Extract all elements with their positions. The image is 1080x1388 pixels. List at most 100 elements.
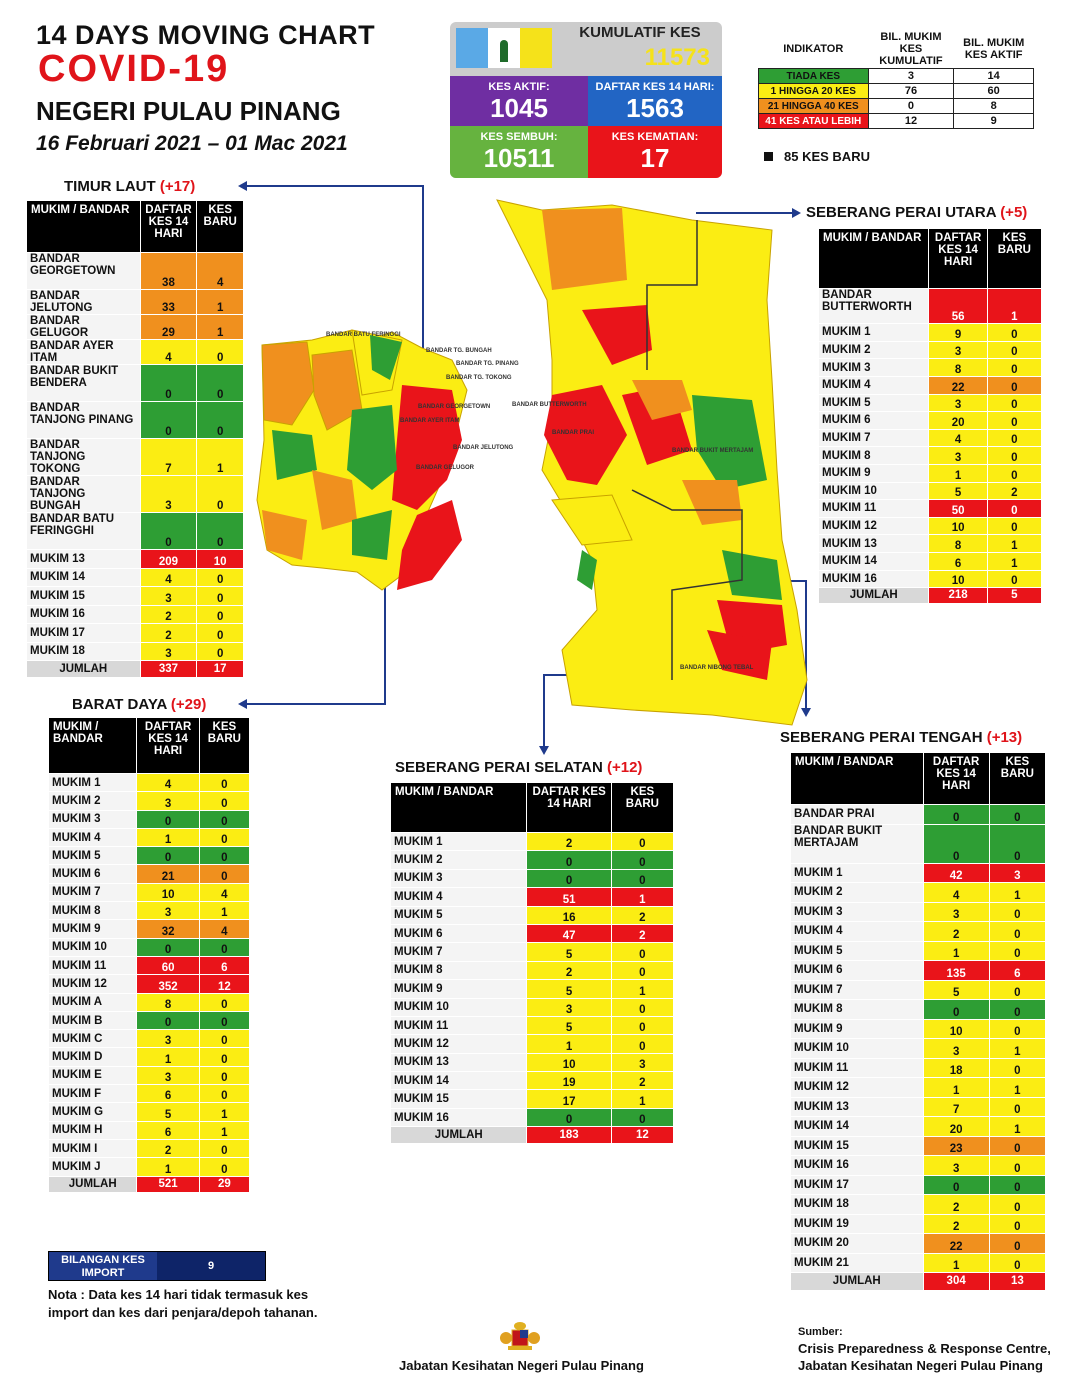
row-daftar: 8 (136, 992, 200, 1012)
row-name: MUKIM 8 (47, 901, 138, 921)
connector-line (422, 185, 424, 365)
arrow-icon (238, 181, 247, 191)
row-baru: 0 (610, 942, 675, 962)
row-baru: 0 (196, 475, 244, 513)
row-name: MUKIM G (47, 1102, 138, 1122)
chart-title: 14 DAYS MOVING CHART (36, 20, 376, 50)
col-daftar: DAFTAR KES 14 HARI (922, 752, 990, 805)
row-baru: 0 (198, 1157, 251, 1177)
row-baru: 0 (986, 411, 1043, 430)
row-name: MUKIM 1 (790, 862, 924, 883)
source-line-2: Jabatan Kesihatan Negeri Pulau Pinang (798, 1358, 1043, 1373)
col-daftar: DAFTAR KES 14 HARI (139, 200, 198, 253)
row-daftar: 1 (136, 827, 200, 848)
row-baru: 0 (196, 623, 244, 643)
table-row: BANDAR AYER ITAM 4 0 (26, 339, 244, 365)
row-name: MUKIM 5 (817, 393, 930, 413)
row-name: MUKIM 7 (389, 942, 528, 962)
row-daftar: 352 (136, 974, 200, 994)
map-label: BANDAR AYER ITAM (400, 418, 460, 424)
row-daftar: 4 (139, 339, 198, 365)
table-row: MUKIM 6 20 0 (817, 411, 1043, 430)
row-baru: 0 (196, 512, 244, 550)
row-name: MUKIM 1 (817, 323, 930, 342)
row-daftar: 10 (928, 516, 988, 536)
row-baru: 0 (610, 850, 675, 870)
row-name: BANDAR BATU FERINGGHI (26, 512, 141, 550)
total-label: JUMLAH (47, 1175, 138, 1193)
row-name: MUKIM H (47, 1120, 138, 1140)
row-daftar: 1 (136, 1157, 200, 1177)
map-label: BANDAR GELUGOR (416, 465, 474, 471)
row-daftar: 4 (922, 882, 990, 903)
row-baru: 1 (196, 314, 244, 340)
table-row: BANDAR JELUTONG 33 1 (26, 289, 244, 315)
row-baru: 1 (988, 1077, 1047, 1098)
row-baru: 0 (610, 1107, 675, 1128)
row-daftar: 0 (136, 937, 200, 957)
ind-header-aktif: BIL. MUKIM KES AKTIF (963, 37, 1025, 61)
row-daftar: 5 (526, 979, 612, 999)
row-baru: 0 (988, 901, 1047, 922)
row-name: MUKIM 12 (389, 1034, 528, 1054)
row-name: MUKIM D (47, 1047, 138, 1067)
row-baru: 1 (988, 882, 1047, 903)
col-baru: KES BARU (988, 752, 1047, 805)
row-daftar: 56 (928, 287, 988, 325)
indicator-kumulatif: 76 (867, 83, 955, 99)
row-baru: 4 (196, 252, 244, 290)
row-daftar: 0 (526, 868, 612, 889)
row-daftar: 3 (928, 446, 988, 465)
row-baru: 0 (986, 323, 1043, 342)
table-row: MUKIM 12 1 0 (389, 1034, 675, 1054)
row-daftar: 1 (928, 463, 988, 483)
row-baru: 0 (196, 401, 244, 439)
map-label: BANDAR NIBONG TEBAL (680, 665, 754, 671)
indicator-kumulatif: 3 (867, 68, 955, 84)
row-name: MUKIM 12 (817, 516, 930, 536)
row-daftar: 20 (928, 411, 988, 430)
row-baru: 10 (196, 549, 244, 569)
row-baru: 0 (986, 516, 1043, 536)
aktif-box: KES AKTIF: 1045 (450, 76, 588, 126)
row-name: MUKIM 3 (389, 868, 528, 889)
row-daftar: 2 (922, 1213, 990, 1234)
row-name: MUKIM 2 (817, 340, 930, 360)
row-baru: 0 (610, 997, 675, 1017)
import-box: BILANGAN KES IMPORT 9 (48, 1251, 266, 1281)
row-name: MUKIM E (47, 1065, 138, 1086)
kematian-value: 17 (640, 143, 670, 173)
aktif-value: 1045 (490, 93, 548, 123)
row-baru: 0 (198, 791, 251, 811)
indicator-kumulatif: 0 (867, 98, 955, 114)
row-name: MUKIM 3 (790, 901, 924, 922)
row-daftar: 0 (922, 804, 990, 825)
table-row: MUKIM 14 6 1 (817, 551, 1043, 571)
row-daftar: 5 (922, 979, 990, 1000)
row-name: BANDAR BUTTERWORTH (817, 287, 930, 325)
sps-title: SEBERANG PERAI SELATAN (+12) (395, 759, 643, 776)
coat-of-arms-icon (498, 1320, 542, 1352)
row-baru: 0 (986, 428, 1043, 448)
indicator-row: 41 KES ATAU LEBIH 12 9 (758, 113, 1034, 129)
row-daftar: 19 (526, 1071, 612, 1091)
row-daftar: 42 (922, 862, 990, 883)
row-name: MUKIM 11 (817, 499, 930, 518)
total-baru: 29 (198, 1175, 251, 1193)
row-name: MUKIM 16 (389, 1107, 528, 1128)
row-baru: 6 (988, 960, 1047, 981)
row-name: MUKIM F (47, 1084, 138, 1104)
indicator-aktif: 14 (953, 68, 1034, 84)
row-name: MUKIM 8 (817, 446, 930, 465)
row-name: MUKIM 7 (817, 428, 930, 448)
row-baru: 3 (988, 862, 1047, 883)
total-label: JUMLAH (790, 1272, 924, 1291)
row-baru: 0 (610, 1015, 675, 1036)
indicator-kumulatif: 12 (867, 113, 955, 129)
